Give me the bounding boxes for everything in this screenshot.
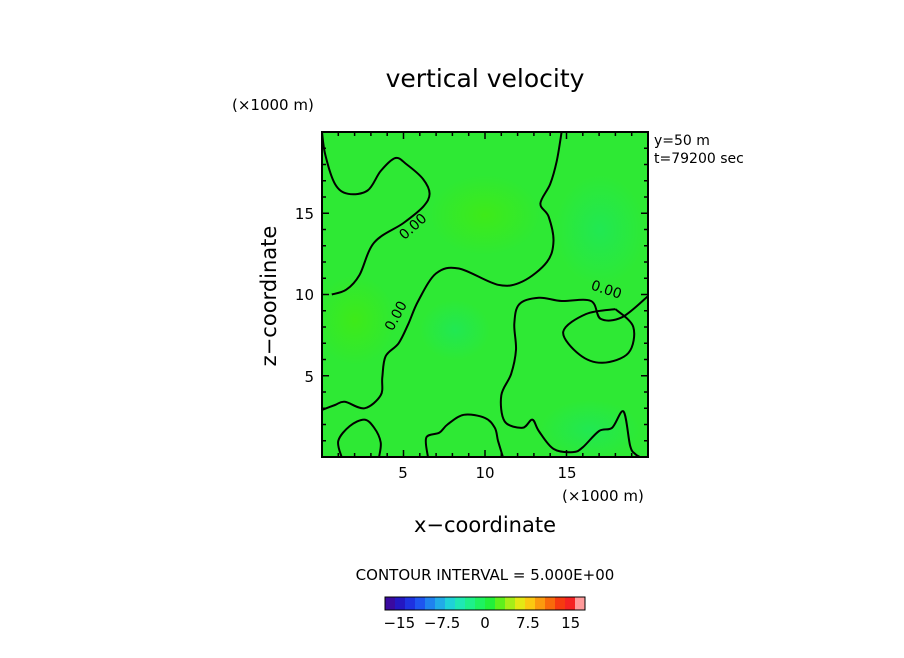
field-patch-negative [420,300,490,360]
colorbar-cell [395,597,406,610]
colorbar-tick-label: −15 [383,614,415,632]
contour-line-3 [562,308,636,364]
colorbar-cell [505,597,516,610]
colorbar-cell [515,597,526,610]
contour-lines [322,132,648,457]
contour-line-2 [499,295,648,457]
y-axis: 5 10 15 z−coordinate [257,205,314,386]
info-line-time: t=79200 sec [654,151,744,167]
y-tick-label: 10 [295,286,314,304]
plot-area: 0.00 0.00 0.00 [321,131,649,458]
colorbar-cell [415,597,426,610]
info-line-position: y=50 m [654,133,710,149]
colorbar-cell [455,597,466,610]
colorbar-cell [535,597,546,610]
colorbar-cell [405,597,416,610]
colorbar-cell [545,597,556,610]
colorbar-cell [575,597,586,610]
colorbar-cell [435,597,446,610]
y-tick-label: 5 [304,368,314,386]
contour-line-4 [424,413,504,457]
field-patch-negative [555,175,645,285]
colorbar-cell [495,597,506,610]
field-patch-negative [540,400,640,457]
colorbar: −15 −7.5 0 7.5 15 [383,596,586,632]
colorbar-tick-label: −7.5 [424,614,460,632]
x-tick-label: 15 [557,464,576,482]
y-unit-label: (×1000 m) [232,96,314,114]
axis-tick-marks [322,132,648,457]
contour-line-0 [322,132,431,296]
x-tick-label: 5 [398,464,408,482]
colorbar-cell [555,597,566,610]
colorbar-tick-label: 7.5 [516,614,540,632]
colorbar-cell [565,597,576,610]
colorbar-cell [385,597,396,610]
colorbar-cell [525,597,536,610]
colorbar-cell [445,597,456,610]
x-unit-label: (×1000 m) [562,487,644,505]
x-axis-label: x−coordinate [414,513,556,537]
colorbar-cell [485,597,496,610]
colorbar-tick-label: 15 [561,614,580,632]
colorbar-frame [384,596,586,611]
colorbar-cell [465,597,476,610]
x-tick-label: 10 [475,464,494,482]
colorbar-cell [475,597,486,610]
x-axis: 5 10 15 (×1000 m) x−coordinate [398,464,644,537]
chart-title: vertical velocity [386,64,585,93]
contour-interval-label: CONTOUR INTERVAL = 5.000E+00 [356,566,615,584]
field-shading [322,175,645,457]
y-tick-label: 15 [295,205,314,223]
colorbar-tick-label: 0 [480,614,490,632]
colorbar-cell [425,597,436,610]
contour-line-1 [322,132,563,411]
contour-line-5 [337,418,382,457]
field-patch-positive [322,275,395,365]
field-patch-positive [430,175,540,255]
y-axis-label: z−coordinate [257,226,281,367]
